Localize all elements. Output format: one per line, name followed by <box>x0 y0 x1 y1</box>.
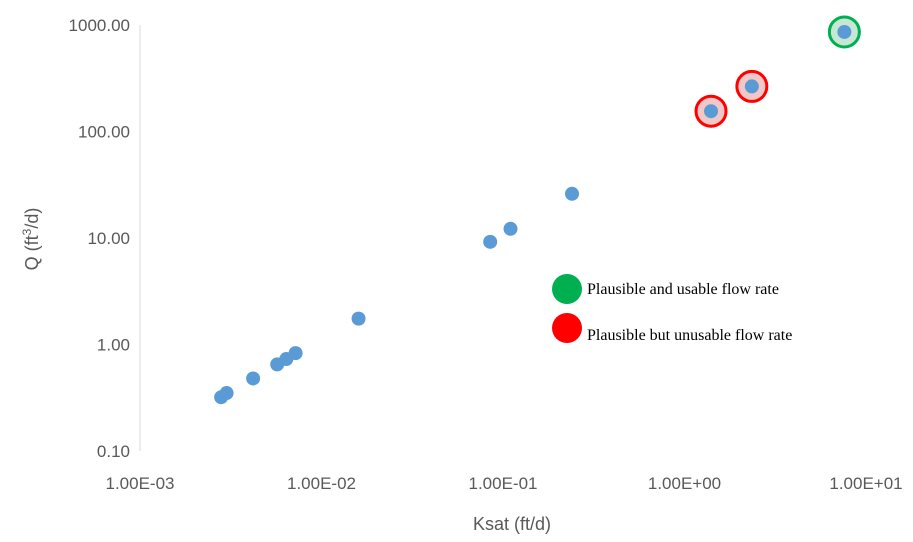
data-point <box>483 234 498 249</box>
data-point <box>351 311 366 326</box>
y-tick-label: 100.00 <box>78 123 130 142</box>
x-tick-label: 1.00E+01 <box>829 474 902 493</box>
data-point <box>565 186 580 201</box>
legend-label-usable: Plausible and usable flow rate <box>587 281 779 298</box>
x-tick-label: 1.00E-02 <box>287 474 356 493</box>
legend-label-unusable: Plausible but unusable flow rate <box>587 327 792 344</box>
x-tick-labels: 1.00E-03 1.00E-02 1.00E-01 1.00E+00 1.00E+01 <box>106 474 903 493</box>
data-point <box>503 221 518 236</box>
y-tick-label: 0.10 <box>97 442 130 461</box>
y-tick-label: 1000.00 <box>69 16 130 35</box>
x-tick-label: 1.00E-01 <box>469 474 538 493</box>
data-point <box>704 104 719 119</box>
legend: Plausible and usable flow rate Plausible … <box>552 274 792 344</box>
data-point <box>246 371 261 386</box>
y-axis-title: Q (ft3/d) <box>20 208 42 271</box>
y-tick-labels: 0.10 1.00 10.00 100.00 1000.00 <box>69 16 130 461</box>
y-tick-label: 10.00 <box>87 229 130 248</box>
legend-marker-unusable <box>552 313 582 343</box>
data-point <box>744 79 759 94</box>
x-tick-label: 1.00E-03 <box>106 474 175 493</box>
y-axis-title-superscript: 3 <box>20 228 34 235</box>
highlight-rings <box>694 15 861 128</box>
x-axis-title: Ksat (ft/d) <box>473 514 551 534</box>
data-point <box>219 386 234 401</box>
data-points <box>214 24 852 405</box>
y-axis-title-suffix: /d) <box>22 208 42 229</box>
data-point <box>288 346 303 361</box>
y-tick-label: 1.00 <box>97 336 130 355</box>
x-tick-label: 1.00E+00 <box>648 474 721 493</box>
y-axis-title-prefix: Q (ft <box>22 235 42 270</box>
data-point <box>837 24 852 39</box>
legend-marker-usable <box>552 274 582 304</box>
